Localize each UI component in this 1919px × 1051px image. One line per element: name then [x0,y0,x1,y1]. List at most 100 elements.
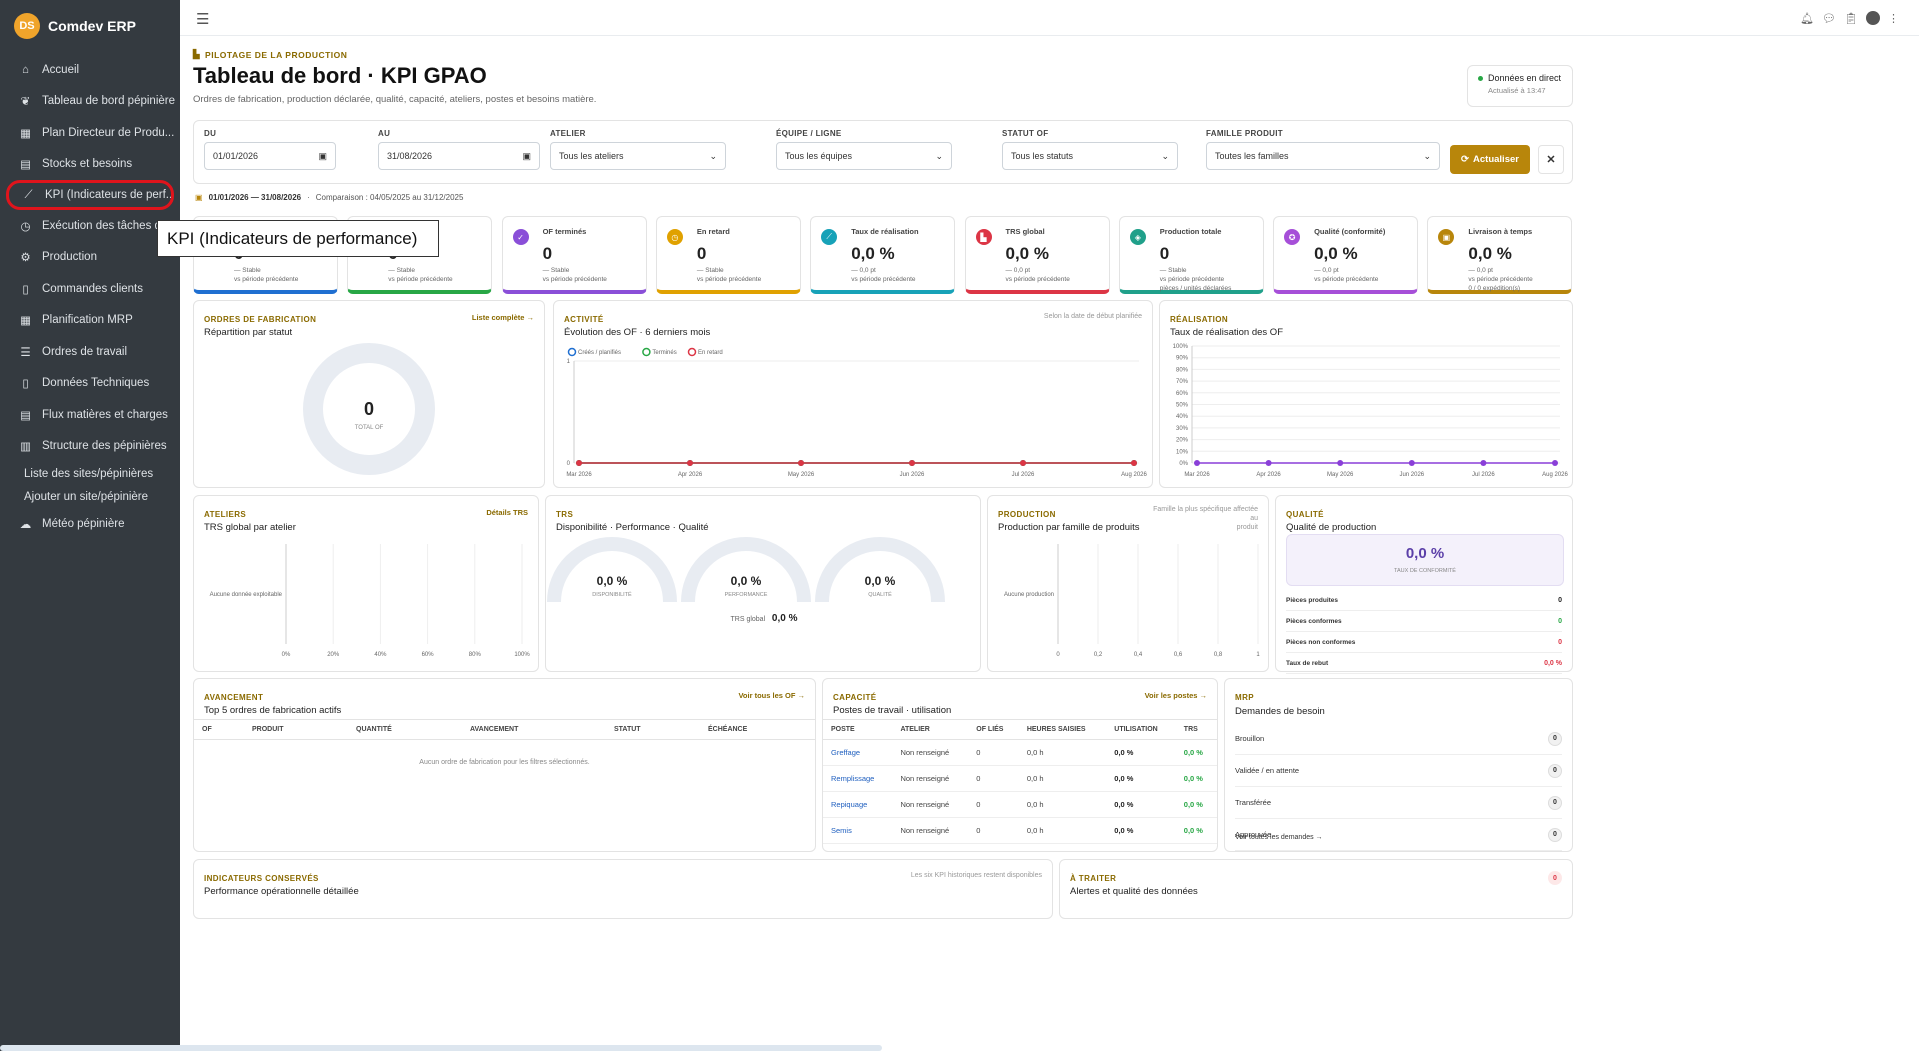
calendar-icon: ▣ [318,150,327,161]
clear-filters-button[interactable]: ✕ [1538,145,1564,174]
date-from-input[interactable]: 01/01/2026 ▣ [204,142,336,170]
brand[interactable]: DS Comdev ERP [0,0,180,52]
y-tick-label: 30% [1176,426,1189,432]
sidebar-item-4[interactable]: ⟋ KPI (Indicateurs de perf... [6,180,174,210]
more-vertical-icon[interactable]: ⋮ [1888,12,1899,25]
column-header[interactable]: HEURES SAISIES [1018,719,1107,740]
sidebar-item-1[interactable]: ❦ Tableau de bord pépinière [0,86,180,118]
poste-link[interactable]: Repiquage [823,791,893,818]
truck-icon: ▣ [1438,229,1455,245]
clock-icon: ◷ [20,220,31,233]
trs-gauge: 0,0 % QUALITÉ [814,536,946,606]
page-eyebrow: ▙ PILOTAGE DE LA PRODUCTION [193,49,347,60]
table-row[interactable]: Semis Non renseigné 0 0,0 h 0,0 % 0,0 % [823,817,1217,844]
y-tick-label: 50% [1176,403,1189,409]
mrp-row[interactable]: Transférée 0 [1235,787,1562,819]
poste-link[interactable]: Semis [823,817,893,844]
column-header[interactable]: OF [194,719,244,740]
column-header[interactable]: ÉCHÉANCE [700,719,815,740]
date-to-input[interactable]: 31/08/2026 ▣ [378,142,540,170]
refresh-button[interactable]: ⟳ Actualiser [1450,145,1530,174]
column-header[interactable]: OF LIÉS [968,719,1019,740]
x-tick-label: Aug 2026 [1542,472,1568,478]
bell-icon[interactable]: 🔔︎ [1800,12,1815,25]
atelier-select[interactable]: Tous les ateliers ⌄ [550,142,726,170]
sidebar-item-8[interactable]: ▦ Planification MRP [0,305,180,337]
sidebar-item-meteo[interactable]: ☁ Météo pépinière [0,508,180,540]
column-header[interactable]: UTILISATION [1106,719,1176,740]
atraiter-eyebrow: À TRAITER [1070,874,1117,883]
atelier-cell: Non renseigné [892,817,969,844]
category-label: Aucune donnée exploitable [210,592,283,598]
equipe-select[interactable]: Tous les équipes ⌄ [776,142,952,170]
sidebar-item-10[interactable]: ▯ Données Techniques [0,368,180,400]
famille-select[interactable]: Toutes les familles ⌄ [1206,142,1440,170]
legend-marker [687,347,697,357]
sidebar-item-12[interactable]: ▥ Structure des pépinières [0,431,180,463]
column-header[interactable]: TRS [1175,719,1217,740]
sidebar-subitem-0[interactable]: Liste des sites/pépinières [24,467,154,480]
kpi-delta: — Stable vs période précédente [697,266,761,284]
realisation-title: Taux de réalisation des OF [1170,327,1284,338]
column-header[interactable]: POSTE [823,719,893,740]
column-header[interactable]: ATELIER [892,719,969,740]
mrp-row[interactable]: Approuvée 0 [1235,819,1562,851]
sidebar-item-0[interactable]: ⌂ Accueil [0,54,180,86]
sidebar-item-3[interactable]: ▤ Stocks et besoins [0,149,180,181]
chevron-down-icon: ⌄ [1423,150,1431,161]
chat-icon[interactable]: 💬︎ [1822,12,1837,25]
sidebar-item-label: Données Techniques [42,377,150,390]
x-tick-label: Mar 2026 [566,472,592,478]
postes-link[interactable]: Voir les postes → [1144,691,1207,700]
kpi-delta-caption: vs période précédente [542,276,607,283]
horizontal-scrollbar[interactable] [0,1045,882,1051]
mrp-row-label: Validée / en attente [1235,766,1300,775]
avatar[interactable] [1866,11,1880,25]
sidebar-item-label: Stocks et besoins [42,158,133,171]
sidebar-item-2[interactable]: ▦ Plan Directeur de Produ... [0,117,180,149]
trs-details-link[interactable]: Détails TRS [486,508,528,517]
sidebar-item-9[interactable]: ☰ Ordres de travail [0,336,180,368]
cubes-icon: ◈ [1129,229,1146,245]
column-header[interactable]: PRODUIT [244,719,348,740]
column-header[interactable]: AVANCEMENT [462,719,606,740]
poste-link[interactable]: Greffage [823,739,893,766]
indicateurs-title: Performance opérationnelle détaillée [204,886,359,897]
table-row[interactable]: Remplissage Non renseigné 0 0,0 h 0,0 % … [823,765,1217,792]
sidebar-item-6[interactable]: ⚙ Production [0,242,180,274]
cloud-icon: ☁ [19,518,32,531]
clipboard-icon[interactable]: 📋︎ [1844,12,1858,25]
of-title: Répartition par statut [204,327,293,338]
x-tick-label: 80% [469,652,482,658]
period-separator: · [307,193,310,202]
all-demandes-link[interactable]: Voir toutes les demandes → [1235,834,1323,841]
kpi-label: Livraison à temps [1468,227,1533,236]
sidebar-item-7[interactable]: ▯ Commandes clients [0,273,180,305]
menu-toggle-icon[interactable]: ☰ [196,11,210,28]
table-row[interactable]: Greffage Non renseigné 0 0,0 h 0,0 % 0,0… [823,739,1217,766]
atelier-select-value: Tous les ateliers [559,151,624,161]
filter-famille: FAMILLE PRODUIT Toutes les familles ⌄ [1206,129,1440,170]
column-header[interactable]: QUANTITÉ [348,719,462,740]
statut-select[interactable]: Tous les statuts ⌄ [1002,142,1178,170]
sidebar-item-11[interactable]: ▤ Flux matières et charges [0,399,180,431]
sidebar-item-5[interactable]: ◷ Exécution des tâches d'... [0,210,180,242]
sidebar-subitem-1[interactable]: Ajouter un site/pépinière [24,490,149,503]
mrp-row[interactable]: Validée / en attente 0 [1235,755,1562,787]
of-list-link[interactable]: Liste complète → [471,313,534,322]
boxes-icon: ▤ [20,159,31,172]
kpi-delta-value: — Stable [696,267,724,274]
data-point [1194,460,1200,466]
table-row[interactable]: Repiquage Non renseigné 0 0,0 h 0,0 % 0,… [823,791,1217,818]
poste-link[interactable]: Remplissage [823,765,893,792]
gauge-label: DISPONIBILITÉ [592,592,632,598]
all-of-link[interactable]: Voir tous les OF → [738,691,805,700]
qualite-row: Pièces non conformes 0 [1286,632,1562,653]
qualite-title: Qualité de production [1286,522,1377,533]
y-tick-label: 20% [1176,438,1189,444]
mrp-eyebrow: MRP [1235,693,1254,702]
column-header[interactable]: STATUT [606,719,700,740]
y-tick-label: 100% [1173,344,1189,350]
qualite-row-value: 0 [1558,617,1562,625]
mrp-row[interactable]: Brouillon 0 [1235,723,1562,755]
